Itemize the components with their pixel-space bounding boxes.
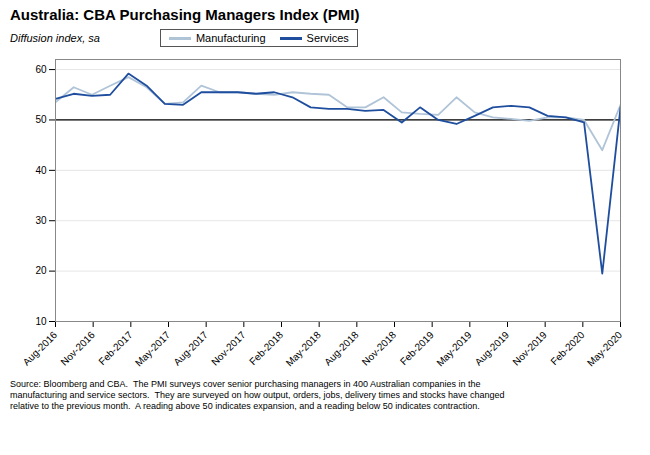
svg-text:60: 60 [35, 64, 47, 75]
svg-text:30: 30 [35, 215, 47, 226]
svg-text:Feb-2017: Feb-2017 [96, 329, 134, 367]
html-text:Services: Services [306, 32, 349, 44]
svg-text:20: 20 [35, 265, 47, 276]
html-text:Australia: CBA Purchasing Mana: Australia: CBA Purchasing Managers Index… [10, 6, 360, 23]
svg-text:Nov-2017: Nov-2017 [209, 329, 248, 368]
svg-text:May-2017: May-2017 [133, 329, 173, 369]
svg-text:Feb-2019: Feb-2019 [398, 329, 436, 367]
svg-text:May-2018: May-2018 [284, 329, 324, 369]
svg-text:50: 50 [35, 114, 47, 125]
html-text:Diffusion index, sa: Diffusion index, sa [10, 32, 100, 44]
svg-text:Aug-2016: Aug-2016 [21, 329, 60, 368]
svg-text:Aug-2018: Aug-2018 [322, 329, 361, 368]
html-text:Manufacturing: Manufacturing [195, 32, 266, 44]
svg-text:Aug-2019: Aug-2019 [473, 329, 512, 368]
svg-text:Nov-2018: Nov-2018 [360, 329, 399, 368]
svg-text:10: 10 [35, 316, 47, 327]
html-text:Source: Bloomberg and CBA. The: Source: Bloomberg and CBA. The PMI surve… [10, 379, 505, 411]
svg-text:Aug-2017: Aug-2017 [171, 329, 210, 368]
svg-text:May-2019: May-2019 [434, 329, 474, 369]
svg-text:Feb-2020: Feb-2020 [548, 329, 586, 367]
svg-text:Feb-2018: Feb-2018 [247, 329, 285, 367]
svg-text:May-2020: May-2020 [585, 329, 625, 369]
svg-text:40: 40 [35, 165, 47, 176]
svg-text:Nov-2016: Nov-2016 [58, 329, 97, 368]
svg-text:Nov-2019: Nov-2019 [510, 329, 549, 368]
